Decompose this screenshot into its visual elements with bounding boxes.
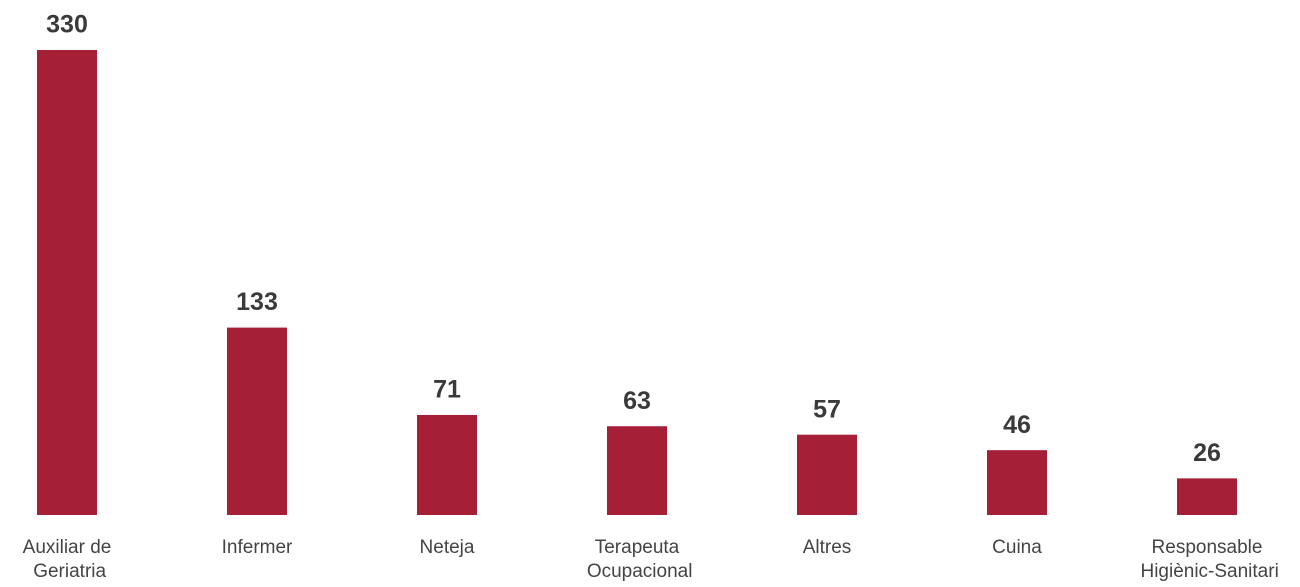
bar: [607, 426, 667, 515]
bar: [1177, 478, 1237, 515]
value-label: 71: [433, 376, 461, 404]
value-label: 330: [46, 11, 88, 39]
value-label: 133: [236, 288, 278, 316]
bar: [417, 414, 477, 515]
value-label: 57: [813, 395, 841, 423]
bar: [227, 327, 287, 515]
bar: [37, 50, 97, 515]
x-tick-label: Responsable Higiènic-Sanitari: [1135, 537, 1279, 582]
bar: [797, 434, 857, 515]
value-label: 26: [1193, 439, 1221, 467]
x-tick-label: Auxiliar de Geriatria: [23, 537, 112, 582]
x-tick-label: Altres: [803, 537, 852, 558]
bar: [987, 450, 1047, 515]
x-tick-label: Terapeuta Ocupacional: [582, 537, 693, 582]
x-tick-label: Infermer: [222, 537, 293, 558]
value-label: 46: [1003, 411, 1031, 439]
value-label: 63: [623, 387, 651, 415]
x-tick-label: Cuina: [992, 537, 1042, 558]
x-tick-label: Neteja: [420, 537, 475, 558]
